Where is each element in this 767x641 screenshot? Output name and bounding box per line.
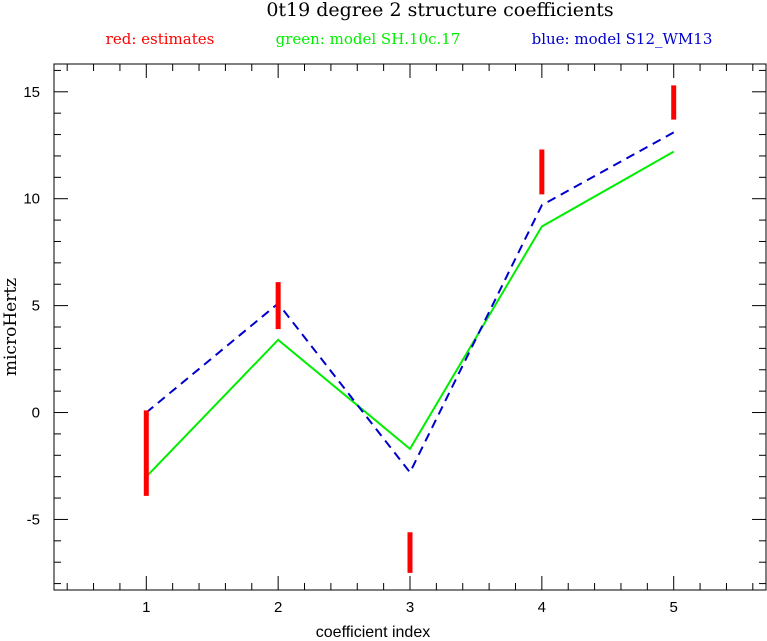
- legend: red: estimates green: model SH.10c.17 blue…: [106, 30, 713, 48]
- x-tick-label: 5: [670, 599, 678, 616]
- x-tick-label: 3: [406, 599, 414, 616]
- series-line: [145, 150, 675, 478]
- y-tick-label: 10: [23, 191, 40, 208]
- legend-entry: green: model SH.10c.17: [276, 30, 461, 48]
- x-tick-label: 4: [538, 599, 546, 616]
- y-tick-label: 15: [23, 84, 40, 101]
- legend-entry: blue: model S12_WM13: [532, 30, 713, 48]
- plot-marks: [143, 85, 677, 573]
- y-axis-label: microHertz: [1, 278, 21, 376]
- legend-entry: red: estimates: [106, 30, 215, 48]
- x-tick-label: 2: [274, 599, 282, 616]
- y-tick-label: -5: [27, 511, 40, 528]
- axis-ticks: 1 2 3 4 5 -5 0 5 10 15: [23, 64, 766, 616]
- chart-title: 0t19 degree 2 structure coefficients: [266, 0, 613, 21]
- y-tick-label: 5: [32, 298, 40, 315]
- plot-frame: [53, 63, 767, 591]
- x-tick-label: 1: [142, 599, 150, 616]
- x-axis-label: coefficient index: [316, 624, 430, 641]
- series-line: [145, 131, 675, 475]
- y-tick-label: 0: [32, 405, 40, 422]
